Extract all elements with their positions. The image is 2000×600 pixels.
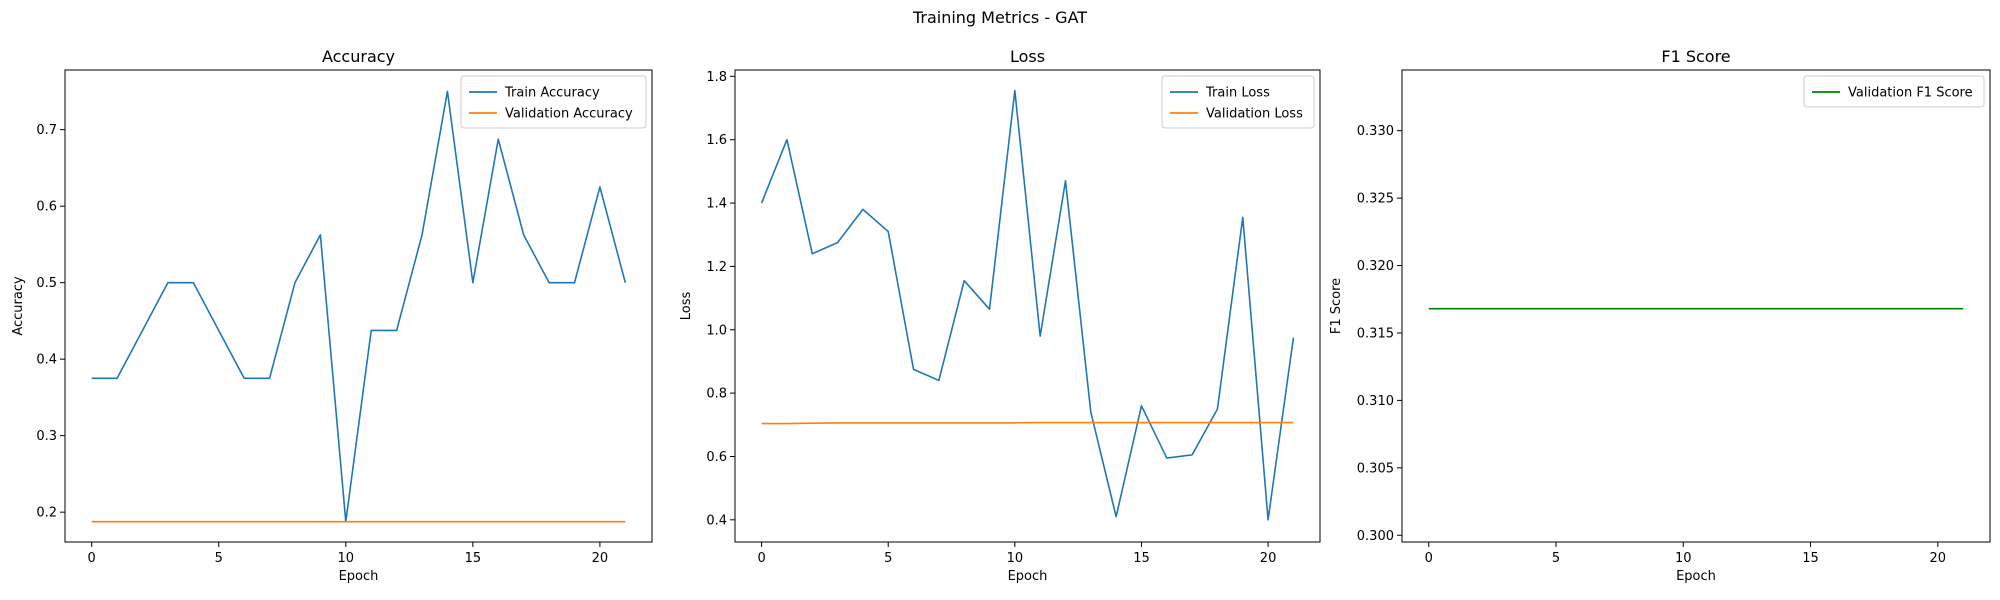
x-tick-label: 5 (215, 551, 223, 566)
y-tick-label: 0.325 (1357, 192, 1394, 207)
y-tick-label: 0.4 (706, 513, 727, 528)
y-tick-label: 1.6 (706, 133, 727, 148)
subplot-accuracy: 0 5 10 15 20 0.2 0.3 0.4 0.5 0.6 0.7 Accuracy Epoch A… (11, 47, 652, 584)
x-tick-label: 15 (1133, 551, 1150, 566)
x-tick-label: 10 (338, 551, 355, 566)
y-tick-label: 0.300 (1357, 529, 1394, 544)
x-tick-label: 5 (1552, 551, 1560, 566)
y-tick-label: 0.320 (1357, 259, 1394, 274)
y-tick-label: 0.3 (36, 429, 57, 444)
subplot-title: F1 Score (1661, 47, 1730, 66)
x-tick-label: 15 (1802, 551, 1819, 566)
y-tick-label: 0.310 (1357, 394, 1394, 409)
legend: Train Loss Validation Loss (1162, 76, 1314, 128)
plot-frame (65, 70, 652, 542)
y-tick-label: 0.5 (36, 276, 57, 291)
legend-label-validation-loss: Validation Loss (1206, 107, 1303, 122)
x-tick-label: 20 (1930, 551, 1947, 566)
x-tick-label: 20 (1260, 551, 1277, 566)
x-tick-label: 0 (1425, 551, 1433, 566)
x-tick-label: 20 (592, 551, 609, 566)
plot-frame (735, 70, 1320, 542)
x-tick-label: 10 (1675, 551, 1692, 566)
legend: Train Accuracy Validation Accuracy (461, 76, 646, 128)
y-tick-label: 0.330 (1357, 124, 1394, 139)
x-tick-label: 5 (884, 551, 892, 566)
legend-label-validation-accuracy: Validation Accuracy (505, 107, 633, 122)
subplot-f1-score: 0 5 10 15 20 0.300 0.305 0.310 0.315 0.320 0.325 0.… (1329, 47, 1990, 584)
x-tick-label: 0 (88, 551, 96, 566)
legend-label-train-loss: Train Loss (1205, 86, 1270, 101)
subplot-title: Loss (1010, 47, 1045, 66)
y-tick-label: 1.4 (706, 197, 727, 212)
y-tick-label: 0.2 (36, 506, 57, 521)
subplot-loss: 0 5 10 15 20 0.4 0.6 0.8 1.0 1.2 1.4 1.6 1.8 Loss Epoc… (679, 47, 1320, 584)
legend-label-validation-f1-score: Validation F1 Score (1848, 86, 1973, 101)
y-tick-label: 1.2 (706, 260, 727, 275)
x-axis-label: Epoch (1676, 569, 1716, 584)
y-axis-label: Loss (679, 292, 694, 321)
x-axis-label: Epoch (339, 569, 379, 584)
x-tick-label: 15 (465, 551, 482, 566)
y-axis-label: Accuracy (11, 276, 26, 336)
y-tick-label: 0.7 (36, 123, 57, 138)
y-tick-label: 0.305 (1357, 461, 1394, 476)
y-axis-label: F1 Score (1329, 278, 1344, 334)
subplot-title: Accuracy (322, 47, 395, 66)
x-tick-label: 0 (757, 551, 765, 566)
y-tick-label: 0.6 (706, 450, 727, 465)
legend: Validation F1 Score (1804, 76, 1984, 107)
x-tick-label: 10 (1007, 551, 1024, 566)
plot-frame (1402, 70, 1990, 542)
y-tick-label: 0.315 (1357, 326, 1394, 341)
x-axis-label: Epoch (1008, 569, 1048, 584)
y-tick-label: 0.4 (36, 353, 57, 368)
y-tick-label: 1.0 (706, 323, 727, 338)
legend-label-train-accuracy: Train Accuracy (504, 86, 600, 101)
y-tick-label: 0.6 (36, 200, 57, 215)
y-tick-label: 1.8 (706, 70, 727, 85)
y-tick-label: 0.8 (706, 387, 727, 402)
